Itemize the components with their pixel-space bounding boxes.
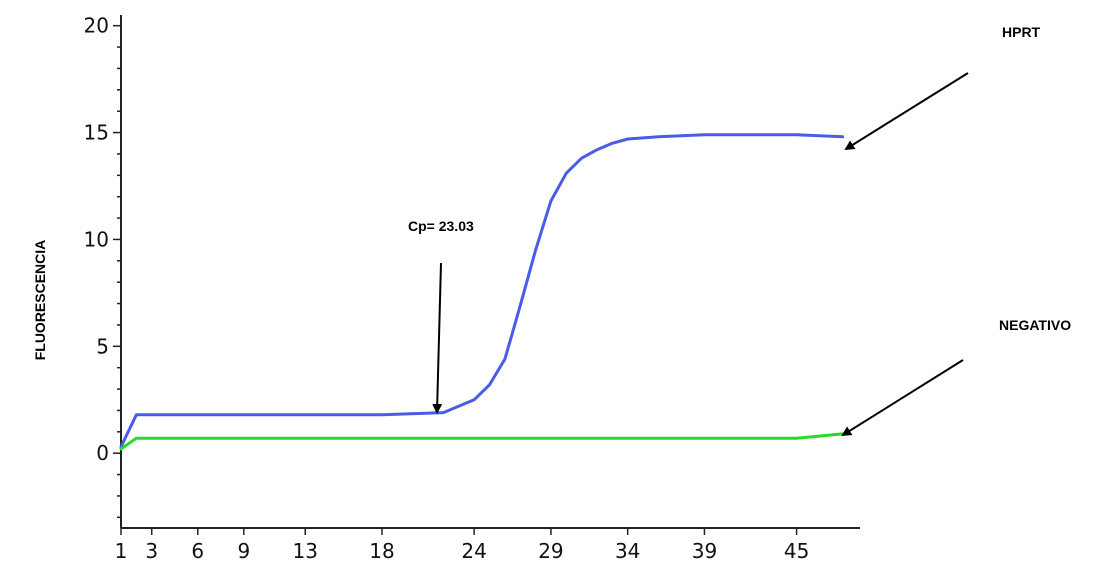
x-tick-label: 13 <box>293 539 318 563</box>
y-tick-label: 15 <box>84 121 109 145</box>
y-ticks: 0 5 10 15 20 <box>84 14 121 519</box>
x-tick-label: 3 <box>145 539 158 563</box>
x-tick-label: 1 <box>115 539 128 563</box>
arrow-cp <box>432 262 443 414</box>
annotation-cp: Cp= 23.03 <box>408 218 474 234</box>
arrow-negativo <box>841 359 964 437</box>
x-tick-label: 29 <box>538 539 563 563</box>
annotation-hprt: HPRT <box>1002 24 1041 40</box>
x-tick-label: 6 <box>191 539 204 563</box>
y-tick-label: 10 <box>84 227 109 251</box>
series-line-negativo <box>119 432 845 451</box>
y-tick-label: 20 <box>84 14 109 38</box>
x-tick-label: 39 <box>692 539 717 563</box>
x-tick-label: 9 <box>237 539 250 563</box>
series-line-hprt <box>119 133 845 449</box>
annotation-negativo: NEGATIVO <box>999 317 1071 333</box>
series-layer <box>119 133 845 451</box>
x-tick-label: 24 <box>461 539 486 563</box>
x-ticks: 1 3 6 9 13 18 24 29 34 39 45 <box>115 528 809 563</box>
x-tick-label: 45 <box>784 539 809 563</box>
y-tick-label: 0 <box>96 441 109 465</box>
y-axis-label: FLUORESCENCIA <box>32 240 48 361</box>
x-tick-label: 18 <box>369 539 394 563</box>
y-tick-label: 5 <box>96 334 109 358</box>
arrow-hprt <box>844 72 969 151</box>
x-tick-label: 34 <box>615 539 640 563</box>
